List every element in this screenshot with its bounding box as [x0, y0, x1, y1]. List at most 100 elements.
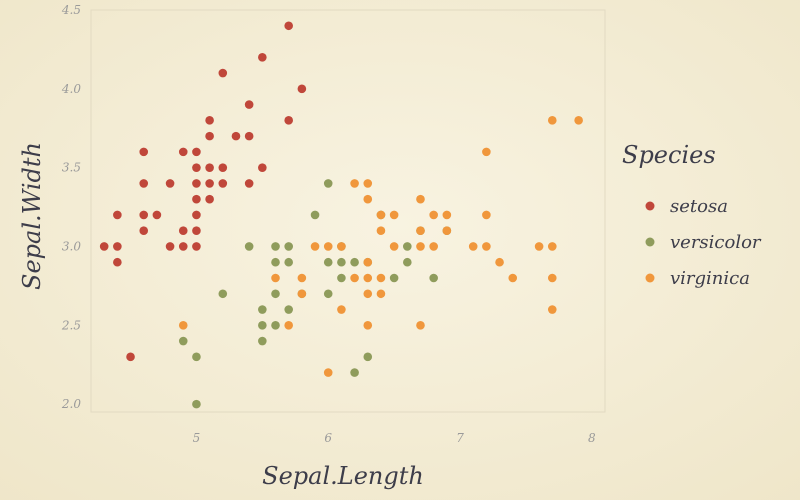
legend-label-virginica: virginica: [670, 268, 750, 289]
legend-label-versicolor: versicolor: [670, 232, 762, 253]
point-virginica: [310, 242, 320, 251]
point-virginica: [363, 194, 373, 204]
point-versicolor: [350, 368, 359, 377]
point-virginica: [547, 242, 557, 251]
point-virginica: [363, 179, 373, 188]
point-virginica: [547, 305, 557, 314]
point-setosa: [113, 210, 122, 220]
point-versicolor: [258, 320, 267, 330]
point-setosa: [126, 352, 135, 362]
legend-label-setosa: setosa: [670, 196, 728, 217]
point-virginica: [323, 368, 333, 377]
y-axis-ticks: 2.0 2.5 3.0 3.5 4.0 4.5: [61, 3, 81, 411]
point-versicolor: [271, 289, 280, 299]
point-virginica: [363, 273, 373, 283]
point-virginica: [482, 242, 491, 251]
point-versicolor: [389, 273, 399, 283]
legend-swatch-virginica: [645, 273, 655, 283]
point-setosa: [165, 179, 175, 188]
point-setosa: [244, 131, 254, 141]
point-setosa: [113, 242, 122, 251]
x-tick-label: 7: [456, 431, 464, 445]
point-setosa: [284, 21, 293, 31]
x-axis-ticks: 5 6 7 8: [193, 431, 596, 445]
point-virginica: [363, 320, 373, 330]
point-versicolor: [192, 399, 201, 409]
point-versicolor: [178, 336, 188, 346]
point-virginica: [534, 242, 544, 251]
point-virginica: [482, 210, 491, 220]
y-tick-label: 2.5: [61, 318, 81, 332]
point-setosa: [258, 52, 267, 62]
x-tick-label: 8: [588, 431, 596, 445]
y-tick-label: 4.5: [61, 3, 81, 17]
point-virginica: [416, 226, 425, 236]
y-tick-label: 3.5: [62, 161, 81, 175]
point-setosa: [99, 242, 109, 251]
x-tick-label: 6: [324, 431, 332, 445]
point-virginica: [468, 242, 478, 251]
point-virginica: [416, 194, 425, 204]
point-virginica: [416, 242, 425, 251]
data-points: [99, 21, 583, 409]
point-setosa: [205, 194, 214, 204]
point-setosa: [205, 116, 214, 125]
point-setosa: [139, 147, 149, 157]
point-virginica: [429, 210, 438, 220]
y-tick-label: 2.0: [61, 397, 81, 411]
point-virginica: [495, 257, 504, 267]
point-virginica: [337, 305, 346, 314]
point-setosa: [218, 179, 228, 188]
x-axis-title: Sepal.Length: [262, 462, 424, 490]
point-versicolor: [284, 257, 293, 267]
point-setosa: [218, 163, 228, 172]
point-versicolor: [323, 179, 333, 188]
plot-panel: [90, 9, 606, 413]
point-virginica: [508, 273, 518, 283]
point-virginica: [389, 242, 399, 251]
point-setosa: [178, 226, 188, 236]
point-virginica: [547, 273, 557, 283]
point-setosa: [152, 210, 162, 220]
point-virginica: [416, 320, 425, 330]
point-versicolor: [244, 242, 254, 251]
point-setosa: [284, 116, 293, 125]
point-setosa: [192, 147, 201, 157]
point-setosa: [139, 210, 149, 220]
point-virginica: [376, 210, 386, 220]
point-virginica: [350, 179, 359, 188]
point-versicolor: [218, 289, 228, 299]
point-versicolor: [271, 320, 280, 330]
point-versicolor: [403, 242, 412, 251]
point-setosa: [244, 100, 254, 109]
legend-swatch-setosa: [645, 201, 655, 211]
point-setosa: [205, 131, 214, 141]
point-setosa: [218, 68, 228, 78]
point-versicolor: [363, 352, 373, 362]
point-virginica: [297, 273, 307, 283]
point-setosa: [258, 163, 267, 172]
point-setosa: [231, 131, 241, 141]
point-setosa: [192, 179, 201, 188]
point-versicolor: [284, 305, 293, 314]
point-versicolor: [284, 242, 293, 251]
point-versicolor: [429, 273, 438, 283]
point-virginica: [363, 257, 373, 267]
point-setosa: [192, 226, 201, 236]
point-versicolor: [258, 305, 267, 314]
point-virginica: [547, 116, 557, 125]
point-virginica: [376, 289, 386, 299]
point-versicolor: [310, 210, 320, 220]
point-setosa: [178, 242, 188, 251]
point-versicolor: [323, 257, 333, 267]
point-versicolor: [337, 273, 346, 283]
point-virginica: [482, 147, 491, 157]
point-setosa: [205, 163, 214, 172]
point-versicolor: [271, 257, 280, 267]
point-setosa: [113, 257, 122, 267]
point-virginica: [350, 273, 359, 283]
x-tick-label: 5: [193, 431, 201, 445]
